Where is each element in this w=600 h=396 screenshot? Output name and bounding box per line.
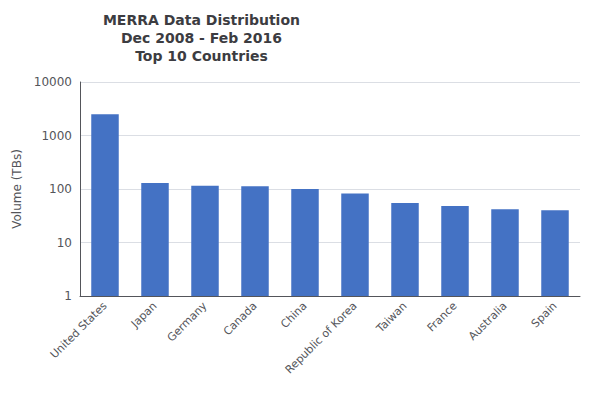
- svg-text:Australia: Australia: [466, 299, 510, 343]
- svg-text:Volume (TBs): Volume (TBs): [10, 149, 24, 229]
- svg-text:100: 100: [49, 182, 72, 196]
- svg-text:Germany: Germany: [165, 299, 210, 344]
- svg-text:10: 10: [57, 236, 72, 250]
- svg-text:1: 1: [64, 289, 72, 303]
- svg-text:Japan: Japan: [128, 299, 160, 331]
- svg-text:Spain: Spain: [529, 299, 560, 330]
- svg-text:United States: United States: [48, 299, 110, 361]
- svg-text:Republic of Korea: Republic of Korea: [283, 299, 360, 376]
- svg-text:Canada: Canada: [221, 299, 260, 338]
- svg-text:1000: 1000: [41, 129, 72, 143]
- svg-text:10000: 10000: [34, 75, 72, 89]
- svg-text:Top 10 Countries: Top 10 Countries: [135, 48, 268, 64]
- svg-text:France: France: [425, 299, 460, 334]
- svg-text:Dec 2008 - Feb 2016: Dec 2008 - Feb 2016: [121, 30, 282, 46]
- svg-text:MERRA Data Distribution: MERRA Data Distribution: [103, 12, 300, 28]
- svg-text:China: China: [278, 299, 309, 330]
- svg-text:Taiwan: Taiwan: [373, 299, 409, 335]
